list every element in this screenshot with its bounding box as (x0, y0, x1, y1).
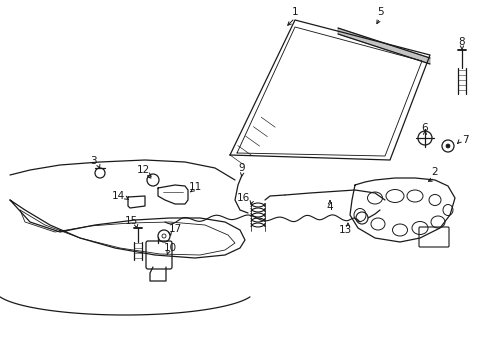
Text: 3: 3 (89, 156, 96, 166)
Text: 10: 10 (163, 243, 176, 253)
Text: 5: 5 (376, 7, 383, 17)
Circle shape (445, 144, 449, 148)
Text: 13: 13 (338, 225, 351, 235)
Text: 12: 12 (136, 165, 149, 175)
Text: 8: 8 (458, 37, 465, 47)
Text: 17: 17 (168, 224, 181, 234)
Text: 9: 9 (238, 163, 245, 173)
Text: 11: 11 (188, 182, 201, 192)
Text: 15: 15 (124, 216, 137, 226)
Text: 1: 1 (291, 7, 298, 17)
Text: 7: 7 (461, 135, 468, 145)
Text: 2: 2 (431, 167, 437, 177)
Polygon shape (337, 28, 429, 64)
Text: 4: 4 (326, 202, 333, 212)
Text: 14: 14 (111, 191, 124, 201)
Text: 16: 16 (236, 193, 249, 203)
Text: 6: 6 (421, 123, 427, 133)
